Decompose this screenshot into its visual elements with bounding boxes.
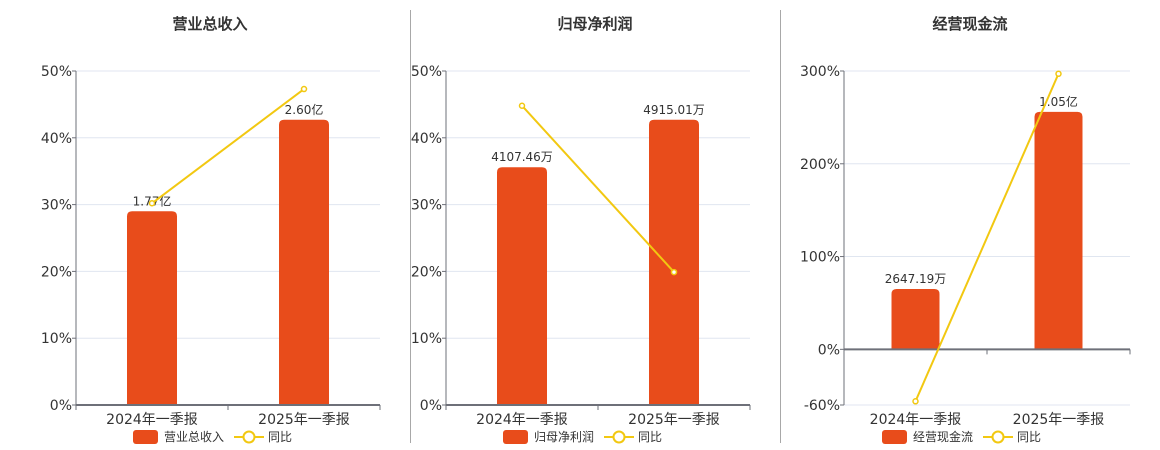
- chart-revenue: 0%10%20%30%40%50%1.77亿2.60亿2024年一季报2025年…: [41, 64, 381, 428]
- legend-bar-label[interactable]: 归母净利润: [534, 430, 595, 444]
- yoy-point[interactable]: [300, 85, 308, 93]
- bar[interactable]: [279, 119, 329, 405]
- legend-line-label[interactable]: 同比: [1017, 430, 1042, 444]
- legend-bar-label[interactable]: 经营现金流: [913, 430, 974, 444]
- bar-value-label: 2647.19万: [885, 272, 947, 286]
- panel-separator: [780, 10, 781, 443]
- y-tick-label: -60%: [804, 398, 840, 414]
- legend-line-icon: [234, 430, 265, 443]
- y-tick-label: 200%: [800, 157, 840, 173]
- bar[interactable]: [649, 119, 699, 405]
- y-tick-label: 30%: [411, 198, 442, 214]
- legend-bar-swatch: [133, 429, 158, 444]
- bar[interactable]: [127, 211, 177, 405]
- y-tick-label: 0%: [818, 342, 840, 358]
- bar-value-label: 2.60亿: [285, 102, 324, 117]
- bar[interactable]: [497, 167, 547, 405]
- y-tick-label: 20%: [411, 264, 442, 280]
- chart-title-cash-flow: 经营现金流: [932, 15, 1008, 33]
- y-tick-label: 40%: [411, 131, 442, 147]
- yoy-point[interactable]: [1055, 70, 1062, 78]
- legend-line-label[interactable]: 同比: [268, 430, 293, 444]
- yoy-point[interactable]: [148, 200, 156, 207]
- bar-value-label: 4915.01万: [643, 103, 705, 117]
- y-tick-label: 10%: [41, 331, 72, 347]
- panel-separator: [410, 10, 411, 443]
- bar-value-label: 4107.46万: [491, 150, 553, 164]
- x-tick-label: 2025年一季报: [1013, 412, 1105, 428]
- yoy-point[interactable]: [670, 268, 678, 276]
- legend-line-icon: [604, 430, 635, 443]
- x-tick-label: 2024年一季报: [106, 412, 198, 428]
- y-tick-label: 0%: [420, 398, 442, 414]
- y-tick-label: 100%: [800, 250, 840, 266]
- x-tick-label: 2024年一季报: [870, 412, 962, 428]
- bar[interactable]: [1034, 111, 1083, 350]
- legend-revenue[interactable]: 营业总收入 同比: [133, 428, 292, 445]
- x-tick-label: 2025年一季报: [628, 412, 720, 428]
- bar[interactable]: [891, 289, 940, 350]
- yoy-line: [914, 73, 1060, 402]
- legend-bar-label[interactable]: 营业总收入: [164, 430, 225, 444]
- yoy-point[interactable]: [912, 398, 919, 405]
- y-tick-label: 30%: [41, 198, 72, 214]
- chart-title-revenue: 营业总收入: [172, 15, 248, 33]
- yoy-line: [521, 105, 675, 273]
- legend-bar-swatch: [503, 429, 528, 444]
- yoy-point[interactable]: [518, 102, 526, 109]
- legend-cash-flow[interactable]: 经营现金流 同比: [882, 428, 1041, 445]
- legend-line-label[interactable]: 同比: [638, 430, 663, 444]
- y-tick-label: 0%: [50, 398, 72, 414]
- y-tick-label: 40%: [41, 131, 72, 147]
- y-tick-label: 10%: [411, 331, 442, 347]
- y-tick-label: 20%: [41, 264, 72, 280]
- yoy-line: [151, 88, 305, 205]
- x-tick-label: 2025年一季报: [258, 412, 350, 428]
- chart-title-net-profit: 归母净利润: [557, 15, 633, 33]
- legend-bar-swatch: [882, 429, 907, 444]
- chart-net-profit: 0% 10% 20% 30% 40% 50% 4107.46万 4915.01万 2024年一季…: [411, 64, 751, 428]
- legend-net-profit[interactable]: 归母净利润 同比: [503, 428, 662, 445]
- legend-line-icon: [983, 430, 1014, 443]
- y-tick-label: 50%: [411, 64, 442, 80]
- x-tick-label: 2024年一季报: [476, 412, 568, 428]
- y-tick-label: 50%: [41, 64, 72, 80]
- y-tick-label: 300%: [800, 64, 840, 80]
